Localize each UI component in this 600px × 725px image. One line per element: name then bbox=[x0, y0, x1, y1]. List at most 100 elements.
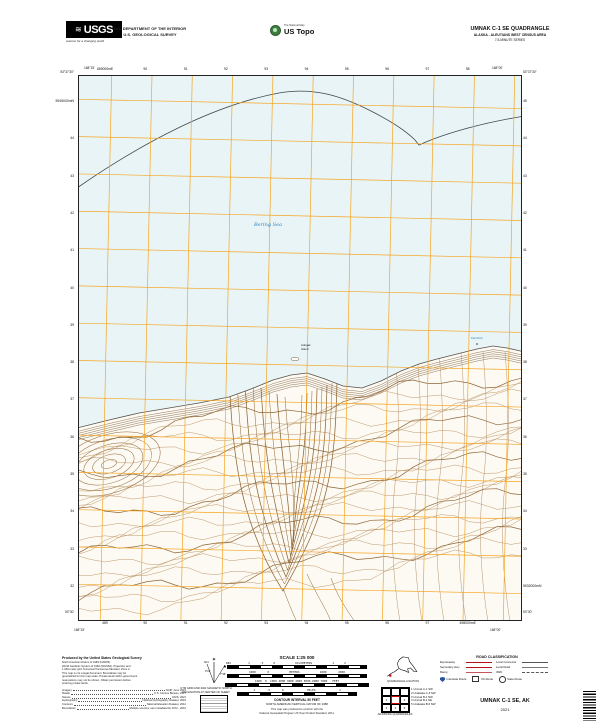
state-locator-map bbox=[386, 655, 420, 684]
road-line-sample bbox=[522, 667, 548, 668]
state-route-icon bbox=[499, 676, 506, 683]
corner-lon-tr: 168°00' bbox=[492, 66, 503, 70]
grid-label: 33 bbox=[70, 546, 74, 551]
grid-label: 39 bbox=[70, 322, 74, 327]
corner-lon-bl: 168°15' bbox=[74, 628, 85, 632]
grid-label: 94 bbox=[304, 67, 309, 71]
source-name: Names bbox=[62, 695, 71, 699]
adjoining-cell: 5 bbox=[400, 704, 409, 712]
grid-label: 92 bbox=[224, 621, 228, 625]
declination-caption-1: UTM GRID AND 2021 MAGNETIC NORTH bbox=[180, 687, 232, 690]
credit-lines: North American Datum of 1983 (NAD83) Worl… bbox=[62, 661, 186, 686]
grid-label: 36 bbox=[523, 434, 527, 439]
contour-interval: CONTOUR INTERVAL 50 FEET bbox=[274, 698, 320, 703]
usgs-wave-icon: ≋ bbox=[75, 24, 82, 34]
grid-label: 96 bbox=[385, 67, 389, 71]
grid-label: 36 bbox=[70, 434, 74, 439]
grid-label: 35 bbox=[523, 472, 527, 476]
quad-location-marker bbox=[389, 674, 392, 677]
source-name: Contours bbox=[62, 703, 73, 707]
meters-bar-ticks: 1000 0 METERS 1000 2000 bbox=[249, 670, 345, 674]
rock-label: Flat Rock bbox=[471, 336, 483, 340]
adjoining-cell bbox=[400, 688, 409, 696]
road-line-sample bbox=[522, 672, 548, 674]
credit-line: reservations may not be shown. Obtain pe… bbox=[62, 678, 131, 682]
grid-label: 40 bbox=[523, 285, 527, 290]
ustopo-name: US Topo bbox=[284, 26, 315, 36]
islet-label-2: Island bbox=[301, 347, 309, 351]
grid-label: 35 bbox=[70, 472, 74, 476]
route-shields: Interstate Route US Route State Route bbox=[440, 676, 554, 683]
adjoining-quad: 5 Unalaska B-6 NW bbox=[411, 702, 436, 707]
source-name: Boundaries bbox=[62, 706, 76, 710]
adjoining-quad: 2 Unalaska C-6 SW bbox=[411, 690, 436, 695]
dot-leader bbox=[70, 694, 154, 696]
adjoining-cell bbox=[391, 696, 400, 704]
corner-lon-tl: 168°15' bbox=[84, 66, 95, 70]
grid-label: 93 bbox=[264, 67, 269, 71]
road-row: Ramp 4WD bbox=[440, 671, 554, 674]
road-classification: ROAD CLASSIFICATION Expressway Local Con… bbox=[440, 655, 554, 683]
quad-subtitle-series: 7.5-MINUTE SERIES bbox=[494, 38, 526, 43]
source-row: Boundaries Multiple sources; see metadat… bbox=[62, 707, 186, 711]
dot-leader bbox=[78, 701, 142, 703]
ustopo-globe-icon bbox=[270, 25, 281, 37]
declination-caption-2: DECLINATION AT CENTER OF SHEET bbox=[182, 690, 230, 694]
source-name: Roads bbox=[62, 692, 70, 696]
department-heading: U.S. DEPARTMENT OF THE INTERIOR U.S. GEO… bbox=[88, 26, 212, 38]
credit-line: generalized for this map scale. Private … bbox=[62, 675, 138, 678]
adjoining-quad: 4 Umnak B-1 NE bbox=[411, 698, 432, 703]
km-bar-ticks: 1 .5 0 KILOMETERS 1 2 bbox=[248, 662, 346, 665]
arrow-icon bbox=[223, 665, 227, 668]
scale-bar-feet bbox=[225, 682, 369, 688]
adjoining-cell bbox=[382, 688, 391, 696]
road-label: Local Connector bbox=[496, 660, 517, 664]
grid-label: 97 bbox=[425, 67, 430, 71]
map-area[interactable]: Bering Sea Adugak Island Flat Rock bbox=[78, 75, 522, 621]
standard-note: This map was produced to conform with th… bbox=[222, 708, 372, 715]
magnetic-north-label: MN bbox=[226, 661, 231, 665]
adjoining-list: 1 Umnak C-1 SW 2 Unalaska C-6 SW 3 Umnak B… bbox=[411, 687, 436, 707]
dept-line1: U.S. DEPARTMENT OF THE INTERIOR bbox=[113, 26, 187, 31]
road-rows: Expressway Local Connector Secondary Hwy… bbox=[440, 660, 554, 674]
dept-line2: U.S. GEOLOGICAL SURVEY bbox=[123, 32, 177, 37]
source-row: Hydrography National Hydrography Dataset… bbox=[62, 699, 186, 703]
source-value: U.S. Census Bureau, 2017 bbox=[154, 692, 186, 696]
grid-label: 34 bbox=[70, 509, 74, 514]
adjoining-cell bbox=[391, 688, 400, 696]
dot-leader bbox=[76, 708, 129, 710]
grid-label: 96 bbox=[385, 621, 389, 625]
depth-curve bbox=[79, 90, 521, 188]
grid-label: 43 bbox=[70, 173, 74, 178]
grid-label: 37 bbox=[70, 397, 74, 402]
grid-label: 42 bbox=[70, 210, 74, 215]
quad-title-block: UMNAK C-1 SE QUADRANGLE ALASKA - ALEUTIA… bbox=[420, 25, 600, 43]
feet-bar-ticks: 1000 0 1000 2000 3000 4000 5000 6000 700… bbox=[254, 679, 340, 683]
mn-value: 7°48' bbox=[220, 673, 226, 676]
usgs-logo: ≋ USGS bbox=[66, 21, 122, 38]
state-route-label: State Route bbox=[507, 677, 522, 682]
adjoining-cell: 4 bbox=[391, 704, 400, 712]
grid-label: 90 bbox=[143, 621, 148, 625]
corner-lat-br: 53°30' bbox=[523, 610, 532, 614]
grid-label: 38 bbox=[523, 360, 527, 365]
alaska-outline bbox=[397, 656, 418, 674]
credit-line: World Geodetic System of 1984 (WGS84). P… bbox=[62, 664, 131, 668]
source-value: GNIS, 2021 bbox=[171, 695, 186, 699]
road-label: Expressway bbox=[440, 660, 456, 664]
grid-label: 91 bbox=[183, 621, 188, 625]
road-line-sample bbox=[466, 667, 492, 669]
credit-line: entering private lands. bbox=[62, 682, 89, 685]
scale-bar-kilometers bbox=[227, 665, 367, 670]
road-line-sample bbox=[522, 662, 548, 663]
credit-line: North American Datum of 1983 (NAD83) bbox=[62, 661, 111, 664]
quad-location-label: QUADRANGLE LOCATION bbox=[387, 680, 419, 683]
gn-value: 0°21' bbox=[205, 670, 211, 673]
produced-by: Produced by the United States Geological… bbox=[62, 656, 142, 660]
source-row: Roads U.S. Census Bureau, 2017 bbox=[62, 692, 186, 696]
scale-title: SCALE 1:25 000 bbox=[279, 655, 315, 660]
grid-label: 5945000mN bbox=[55, 99, 74, 103]
sheet-title: UMNAK C-1 SE, AK bbox=[480, 698, 530, 704]
